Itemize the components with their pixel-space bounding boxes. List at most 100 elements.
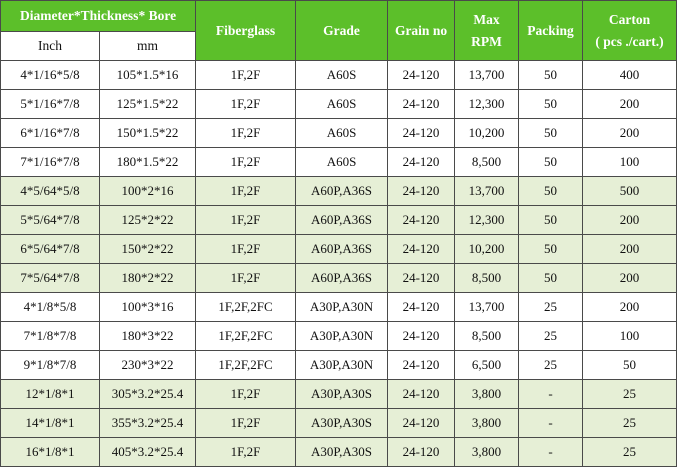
cell-mm: 180*2*22	[98, 263, 197, 293]
cell-carton: 25	[582, 379, 677, 409]
cell-grain-no: 24-120	[387, 176, 456, 206]
cell-carton: 25	[582, 408, 677, 438]
table-row: 12*1/8*1 305*3.2*25.4 1F,2F A30P,A30S 24-120…	[0, 379, 677, 409]
cell-grade: A60S	[295, 89, 389, 119]
cell-fiberglass: 1F,2F	[195, 176, 297, 206]
cell-fiberglass: 1F,2F	[195, 379, 297, 409]
table-body: 4*1/16*5/8 105*1.5*16 1F,2F A60S 24-120 13,70…	[0, 60, 677, 467]
cell-carton: 200	[582, 292, 677, 322]
cell-mm: 305*3.2*25.4	[98, 379, 197, 409]
cell-grade: A60P,A36S	[295, 205, 389, 235]
header-carton: Carton ( pcs ./cart.)	[582, 0, 677, 61]
cell-packing: -	[518, 379, 584, 409]
cell-carton: 100	[582, 321, 677, 351]
cell-inch: 5*1/16*7/8	[0, 89, 100, 119]
cell-grain-no: 24-120	[387, 350, 456, 380]
cell-mm: 150*2*22	[98, 234, 197, 264]
cell-grade: A60P,A36S	[295, 176, 389, 206]
cell-max-rpm: 8,500	[454, 147, 520, 177]
header-max-rpm: Max RPM	[454, 0, 520, 61]
table-row: 5*5/64*7/8 125*2*22 1F,2F A60P,A36S 24-120 12…	[0, 205, 677, 235]
cell-inch: 4*1/8*5/8	[0, 292, 100, 322]
cell-max-rpm: 13,700	[454, 176, 520, 206]
cell-mm: 230*3*22	[98, 350, 197, 380]
cell-fiberglass: 1F,2F,2FC	[195, 292, 297, 322]
table-row: 6*1/16*7/8 150*1.5*22 1F,2F A60S 24-120 10,20…	[0, 118, 677, 148]
cell-inch: 9*1/8*7/8	[0, 350, 100, 380]
cell-max-rpm: 8,500	[454, 321, 520, 351]
header-max-label: Max	[473, 11, 500, 27]
cell-grain-no: 24-120	[387, 379, 456, 409]
cell-packing: 25	[518, 350, 584, 380]
header-carton-label: Carton	[608, 11, 651, 27]
cell-grade: A30P,A30N	[295, 350, 389, 380]
cell-inch: 5*5/64*7/8	[0, 205, 100, 235]
cell-carton: 200	[582, 118, 677, 148]
header-rpm-label: RPM	[471, 33, 502, 49]
cell-max-rpm: 6,500	[454, 350, 520, 380]
table-row: 6*5/64*7/8 150*2*22 1F,2F A60P,A36S 24-120 10…	[0, 234, 677, 264]
cell-mm: 405*3.2*25.4	[98, 437, 197, 467]
cell-grain-no: 24-120	[387, 89, 456, 119]
cell-carton: 200	[582, 89, 677, 119]
cell-inch: 16*1/8*1	[0, 437, 100, 467]
cell-carton: 200	[582, 205, 677, 235]
cell-grade: A60S	[295, 118, 389, 148]
cell-grade: A60S	[295, 147, 389, 177]
cell-grain-no: 24-120	[387, 321, 456, 351]
table-row: 4*1/8*5/8 100*3*16 1F,2F,2FC A30P,A30N 24-12…	[0, 292, 677, 322]
cell-inch: 7*1/8*7/8	[0, 321, 100, 351]
cell-max-rpm: 13,700	[454, 60, 520, 90]
cell-grade: A60P,A36S	[295, 263, 389, 293]
cell-fiberglass: 1F,2F	[195, 263, 297, 293]
cell-carton: 200	[582, 234, 677, 264]
cell-mm: 100*3*16	[98, 292, 197, 322]
cell-grade: A60P,A36S	[295, 234, 389, 264]
cell-max-rpm: 3,800	[454, 408, 520, 438]
cell-carton: 500	[582, 176, 677, 206]
cell-max-rpm: 12,300	[454, 89, 520, 119]
cell-packing: -	[518, 437, 584, 467]
table-row: 7*1/8*7/8 180*3*22 1F,2F,2FC A30P,A30N 24-12…	[0, 321, 677, 351]
cell-mm: 125*1.5*22	[98, 89, 197, 119]
cell-packing: 50	[518, 60, 584, 90]
cell-inch: 6*5/64*7/8	[0, 234, 100, 264]
table-row: 7*5/64*7/8 180*2*22 1F,2F A60P,A36S 24-120 8,…	[0, 263, 677, 293]
header-grade: Grade	[295, 0, 389, 61]
cell-fiberglass: 1F,2F	[195, 118, 297, 148]
cell-inch: 12*1/8*1	[0, 379, 100, 409]
cell-inch: 7*5/64*7/8	[0, 263, 100, 293]
cell-carton: 50	[582, 350, 677, 380]
cell-inch: 7*1/16*7/8	[0, 147, 100, 177]
cell-inch: 6*1/16*7/8	[0, 118, 100, 148]
cell-fiberglass: 1F,2F	[195, 408, 297, 438]
cell-packing: 50	[518, 263, 584, 293]
cell-fiberglass: 1F,2F	[195, 234, 297, 264]
header-packing: Packing	[518, 0, 584, 61]
cell-fiberglass: 1F,2F,2FC	[195, 321, 297, 351]
cell-carton: 400	[582, 60, 677, 90]
cell-packing: 50	[518, 205, 584, 235]
cell-packing: -	[518, 408, 584, 438]
cell-grain-no: 24-120	[387, 60, 456, 90]
table-row: 5*1/16*7/8 125*1.5*22 1F,2F A60S 24-120 12,30…	[0, 89, 677, 119]
cell-max-rpm: 10,200	[454, 118, 520, 148]
header-pcs-per-carton-label: ( pcs ./cart.)	[595, 33, 664, 49]
cell-fiberglass: 1F,2F	[195, 89, 297, 119]
cell-grain-no: 24-120	[387, 234, 456, 264]
table-row: 9*1/8*7/8 230*3*22 1F,2F,2FC A30P,A30N 24-12…	[0, 350, 677, 380]
cell-inch: 14*1/8*1	[0, 408, 100, 438]
cell-grain-no: 24-120	[387, 292, 456, 322]
header-diameter-thickness-bore: Diameter*Thickness* Bore	[0, 0, 197, 32]
cell-max-rpm: 3,800	[454, 437, 520, 467]
table-row: 4*5/64*5/8 100*2*16 1F,2F A60P,A36S 24-120 13…	[0, 176, 677, 206]
cell-mm: 150*1.5*22	[98, 118, 197, 148]
cell-grade: A30P,A30S	[295, 408, 389, 438]
cell-mm: 355*3.2*25.4	[98, 408, 197, 438]
cell-packing: 50	[518, 176, 584, 206]
cell-packing: 25	[518, 321, 584, 351]
cell-grain-no: 24-120	[387, 147, 456, 177]
header-inch: Inch	[0, 31, 100, 61]
cell-grain-no: 24-120	[387, 205, 456, 235]
header-mm: mm	[98, 31, 197, 61]
